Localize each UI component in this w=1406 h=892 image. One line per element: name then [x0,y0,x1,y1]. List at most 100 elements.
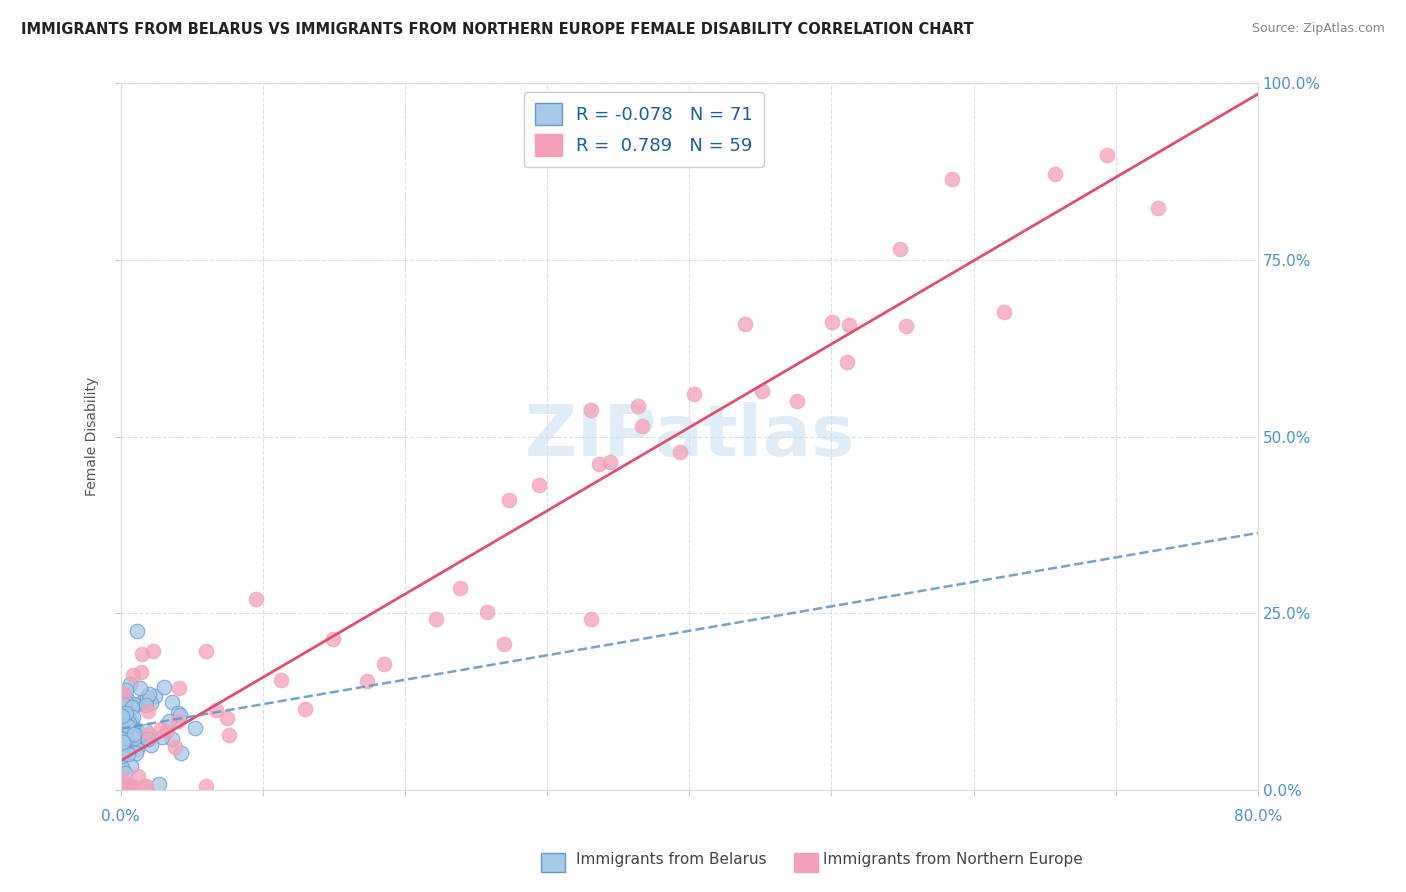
Text: 0.0%: 0.0% [101,809,141,824]
Point [1147,201,1170,215]
Point [125,624,148,639]
Point [141,696,163,710]
Text: Source: ZipAtlas.com: Source: ZipAtlas.com [1251,22,1385,36]
Point [631,418,654,433]
Point [599,455,621,469]
Point [167,681,190,695]
Text: Immigrants from Belarus: Immigrants from Belarus [576,852,768,867]
Point [195,643,218,657]
Point [579,403,602,417]
Point [112,727,135,741]
Point [150,723,173,737]
Point [112,735,135,749]
Point [112,686,135,700]
Point [112,737,135,751]
Point [122,697,145,711]
Point [131,648,153,662]
Point [120,759,142,773]
Point [117,721,139,735]
Point [111,709,134,723]
Point [112,725,135,739]
Point [121,700,143,714]
Point [135,724,157,739]
Point [124,731,146,745]
Point [136,690,159,705]
Point [138,731,160,746]
Point [821,315,844,329]
Point [527,478,550,492]
Point [112,721,135,735]
Point [115,683,138,698]
Point [112,728,135,742]
Point [115,779,138,793]
Point [127,769,149,783]
Point [120,677,142,691]
Point [114,766,136,780]
Point [125,734,148,748]
Point [112,745,135,759]
Point [682,387,704,401]
Point [1043,167,1066,181]
Point [498,493,520,508]
Point [112,779,135,793]
Point [669,445,692,459]
Point [117,719,139,733]
Point [153,681,176,695]
Point [111,762,134,776]
Text: Immigrants from Northern Europe: Immigrants from Northern Europe [823,852,1083,867]
Point [111,686,134,700]
Point [115,731,138,745]
Point [167,706,190,721]
Point [169,707,191,722]
Point [114,693,136,707]
Point [160,732,183,747]
Point [786,394,808,409]
Point [125,741,148,756]
Point [131,731,153,746]
Point [205,704,228,718]
Point [751,384,773,398]
Point [993,305,1015,319]
Point [135,698,157,712]
Point [425,612,447,626]
Point [195,779,218,793]
Point [294,702,316,716]
Point [896,318,918,333]
Point [837,355,859,369]
Point [1095,148,1118,162]
Point [115,731,138,746]
Point [322,632,344,647]
Point [218,729,240,743]
Point [148,777,170,791]
Point [112,748,135,763]
Point [155,724,177,739]
Point [139,739,162,753]
Point [121,779,143,793]
Point [627,400,650,414]
Point [120,714,142,729]
Point [112,698,135,712]
Point [734,317,756,331]
Point [122,709,145,723]
Point [111,772,134,786]
Point [136,705,159,719]
Point [138,687,160,701]
Point [889,243,911,257]
Point [477,605,499,619]
Point [122,719,145,733]
Point [449,581,471,595]
Point [579,612,602,626]
Point [135,779,157,793]
Point [111,726,134,740]
Point [111,725,134,739]
Point [941,172,963,186]
Point [163,739,186,754]
Y-axis label: Female Disability: Female Disability [86,377,100,496]
Point [245,592,267,607]
Point [150,731,173,745]
Point [169,746,191,760]
Point [117,747,139,762]
Text: 80.0%: 80.0% [1233,809,1282,824]
Point [356,674,378,689]
Point [111,720,134,734]
